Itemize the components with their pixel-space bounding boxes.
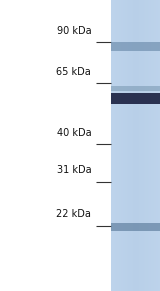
Bar [119, 0, 120, 291]
Bar [145, 0, 147, 291]
Bar [121, 0, 122, 291]
Bar [132, 0, 133, 291]
Bar [152, 0, 153, 291]
Bar [153, 0, 154, 291]
Bar [140, 0, 142, 291]
Bar [122, 0, 123, 291]
Bar [134, 0, 136, 291]
Bar [120, 0, 121, 291]
Bar [137, 0, 138, 291]
Bar [127, 0, 128, 291]
Bar [111, 86, 160, 91]
Text: 31 kDa: 31 kDa [57, 166, 91, 175]
Bar [114, 0, 115, 291]
Text: 65 kDa: 65 kDa [56, 67, 91, 77]
Bar [148, 0, 149, 291]
Bar [111, 42, 160, 51]
Bar [123, 0, 125, 291]
Text: 22 kDa: 22 kDa [56, 209, 91, 219]
Bar [158, 0, 159, 291]
Bar [131, 0, 132, 291]
Text: 90 kDa: 90 kDa [57, 26, 91, 36]
Bar [147, 0, 148, 291]
Bar [159, 0, 160, 291]
Bar [116, 0, 117, 291]
Text: 40 kDa: 40 kDa [57, 128, 91, 138]
Bar [125, 0, 126, 291]
Bar [142, 0, 143, 291]
Bar [155, 0, 156, 291]
Bar [143, 0, 144, 291]
Bar [111, 223, 160, 230]
Bar [111, 0, 112, 291]
Bar [115, 0, 116, 291]
Bar [138, 0, 139, 291]
Bar [136, 0, 137, 291]
Bar [133, 0, 134, 291]
Bar [154, 0, 155, 291]
Bar [139, 0, 140, 291]
Bar [156, 0, 158, 291]
Bar [144, 0, 145, 291]
Bar [126, 0, 127, 291]
Bar [149, 0, 150, 291]
Bar [112, 0, 114, 291]
Bar [128, 0, 129, 291]
Bar [117, 0, 119, 291]
Bar [129, 0, 131, 291]
Bar [111, 93, 160, 104]
Bar [150, 0, 152, 291]
